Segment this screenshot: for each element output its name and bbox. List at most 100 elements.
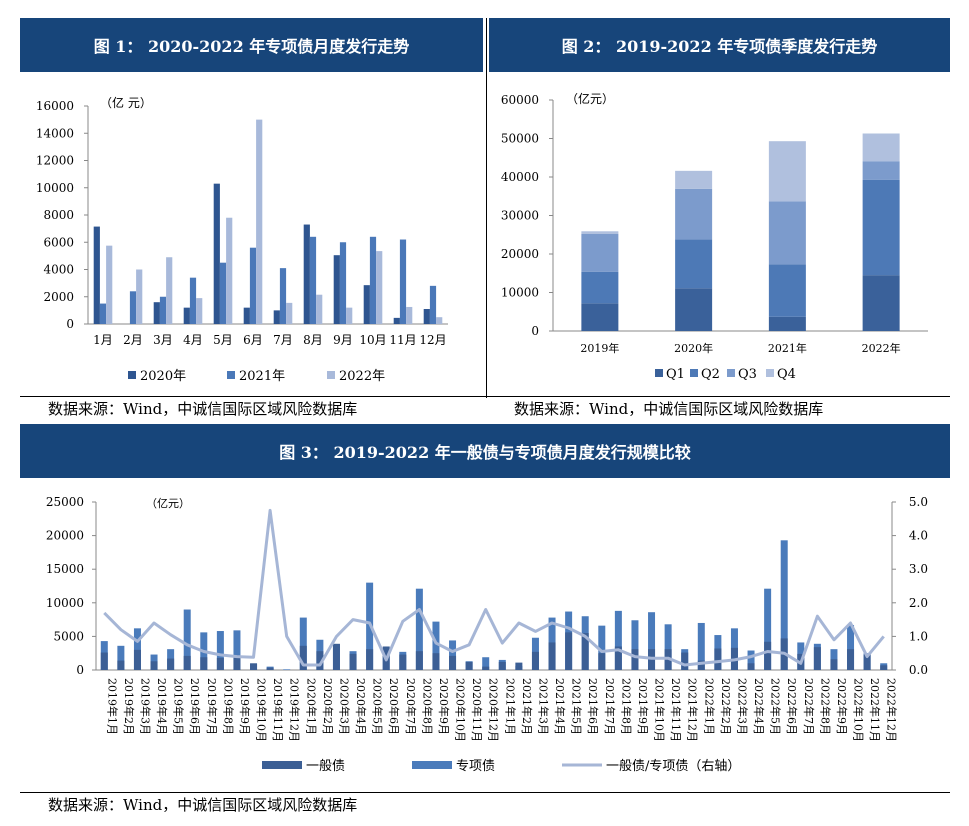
fig3-general-bar	[780, 638, 788, 670]
fig3-general-bar	[150, 661, 158, 670]
fig3-special-bar	[797, 642, 805, 670]
fig3-title: 图 3： 2019-2022 年一般债与专项债月度发行规模比较	[279, 443, 691, 462]
fig3-x-tick-label: 2020年2月	[321, 678, 335, 735]
fig3-general-bar	[614, 646, 622, 670]
fig1-bar	[196, 298, 203, 324]
fig3-special-bar	[482, 657, 490, 670]
fig3-special-bar	[515, 665, 523, 670]
fig3-x-tick-label: 2021年5月	[570, 678, 584, 735]
fig3-x-tick-label: 2019年9月	[238, 678, 252, 735]
fig2-bar-segment	[675, 239, 713, 289]
fig3-special-bar	[531, 637, 539, 670]
fig1-y-tick-label: 6000	[43, 235, 74, 249]
fig3-x-tick-label: 2020年8月	[420, 678, 434, 735]
fig3-special-bar	[631, 620, 639, 670]
fig3-x-tick-label: 2019年6月	[188, 678, 202, 735]
fig3-general-bar	[449, 655, 457, 670]
fig3-general-bar	[730, 647, 738, 670]
fig3-special-bar	[830, 649, 838, 670]
fig3-special-bar	[133, 628, 141, 670]
fig3-x-tick-label: 2022年12月	[885, 678, 899, 742]
fig1-unit-label: （亿 元）	[100, 95, 152, 110]
fig2-legend-swatch	[727, 369, 735, 377]
fig1-legend-swatch	[227, 371, 235, 379]
fig3-x-tick-label: 2022年1月	[702, 678, 716, 735]
fig3-special-bar	[449, 640, 457, 670]
fig3-special-bar	[250, 663, 258, 670]
fig2-x-tick-label: 2020年	[674, 341, 713, 355]
fig2-y-tick-label: 50000	[501, 132, 539, 146]
fig2-bar-segment	[862, 133, 900, 162]
fig3-x-tick-label: 2021年9月	[636, 678, 650, 735]
fig3-special-bar	[415, 588, 423, 670]
fig1-bar	[429, 285, 437, 324]
fig3-special-bar	[332, 644, 340, 670]
fig3-y2-tick-label: 2.0	[909, 596, 928, 610]
fig3-x-tick-label: 2021年2月	[520, 678, 534, 735]
fig3-general-bar	[432, 653, 440, 670]
fig3-general-bar	[531, 651, 539, 670]
fig3-special-bar	[648, 612, 656, 670]
fig2-unit-label: （亿元）	[566, 91, 614, 106]
fig1-bar	[166, 257, 173, 324]
fig2-bar-segment	[862, 161, 900, 180]
fig1-bar	[226, 217, 233, 324]
fig2-legend-label: Q4	[777, 367, 796, 382]
fig2-y-tick-label: 30000	[501, 209, 539, 223]
fig3-general-bar	[399, 654, 407, 670]
fig3-x-tick-label: 2021年7月	[603, 678, 617, 735]
fig2-y-tick-label: 20000	[501, 247, 539, 261]
fig3-special-bar	[730, 628, 738, 670]
fig3-x-tick-label: 2019年8月	[221, 678, 235, 735]
fig2-bar-segment	[581, 233, 619, 272]
fig3-special-bar	[863, 653, 871, 670]
fig3-y2-tick-label: 3.0	[909, 562, 928, 576]
fig1-bar	[153, 302, 160, 324]
fig3-general-bar	[548, 642, 556, 670]
fig3-general-bar	[266, 667, 274, 670]
fig3-general-bar	[332, 643, 340, 670]
fig1-source: 数据来源：Wind，中诚信国际区域风险数据库	[48, 400, 358, 418]
fig3-special-bar	[598, 625, 606, 670]
fig1-title: 图 1： 2020-2022 年专项债月度发行走势	[93, 37, 410, 56]
fig1-legend-label: 2021年	[239, 369, 285, 384]
fig3-general-bar	[382, 646, 390, 670]
fig3-x-tick-label: 2020年4月	[354, 678, 368, 735]
fig2-header: 图 2： 2019-2022 年专项债季度发行走势	[489, 18, 950, 72]
fig2-bar-segment	[675, 288, 713, 331]
fig2-bar-segment	[581, 231, 619, 234]
fig1-bar	[369, 236, 377, 324]
fig3-general-bar	[465, 661, 473, 670]
fig2-legend-label: Q2	[701, 367, 720, 382]
fig2-y-tick-label: 40000	[501, 170, 539, 184]
fig3-general-bar	[515, 662, 523, 670]
fig3-general-bar	[847, 649, 855, 670]
fig3-ratio-line	[103, 508, 885, 667]
fig3-x-tick-label: 2020年5月	[371, 678, 385, 735]
fig1-y-tick-label: 16000	[36, 99, 74, 113]
fig3-x-tick-label: 2020年7月	[404, 678, 418, 735]
fig3-x-tick-label: 2021年4月	[553, 678, 567, 735]
fig1-x-tick-label: 3月	[153, 333, 173, 347]
fig1-bar	[309, 236, 317, 324]
fig3-general-bar	[117, 660, 125, 670]
fig1-bar	[286, 302, 293, 324]
fig1-bar	[99, 303, 107, 324]
fig3-special-bar	[183, 609, 191, 670]
fig3-y2-tick-label: 1.0	[909, 629, 928, 643]
fig3-special-bar	[150, 654, 158, 670]
fig3-x-tick-label: 2021年6月	[586, 678, 600, 735]
fig3-general-bar	[100, 652, 108, 670]
fig3-x-tick-label: 2022年5月	[769, 678, 783, 735]
fig3-general-bar	[598, 653, 606, 670]
fig1-bar	[136, 269, 143, 324]
fig2-bar-segment	[675, 188, 713, 240]
fig2-bar-segment	[768, 264, 806, 317]
fig3-legend-swatch-special	[412, 761, 452, 769]
fig3-general-bar	[167, 658, 175, 670]
fig3-general-bar	[565, 632, 573, 670]
fig1-bar	[423, 309, 430, 324]
fig2-bar-segment	[862, 179, 900, 276]
fig2-y-tick-label: 60000	[501, 93, 539, 107]
fig2-legend-swatch	[655, 369, 663, 377]
